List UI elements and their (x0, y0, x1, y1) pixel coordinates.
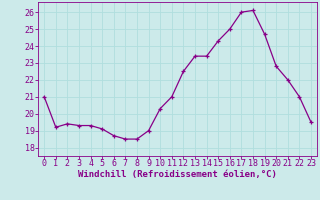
X-axis label: Windchill (Refroidissement éolien,°C): Windchill (Refroidissement éolien,°C) (78, 170, 277, 179)
